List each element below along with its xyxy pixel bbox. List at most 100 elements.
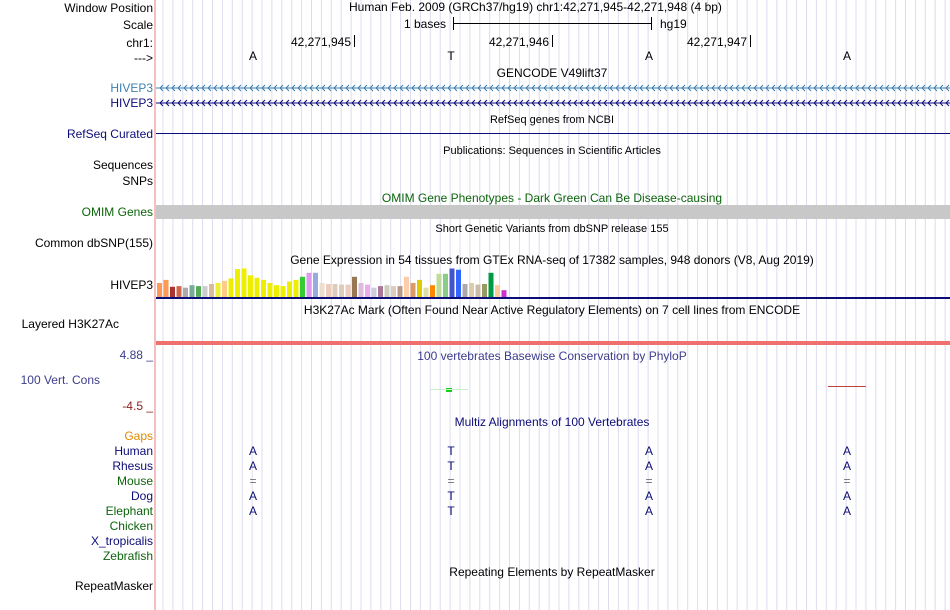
track-label-sequences[interactable]: Sequences: [92, 158, 153, 172]
species-label-elephant[interactable]: Elephant: [105, 504, 153, 518]
gtex-tissue-bar[interactable]: [170, 286, 175, 297]
track-label-common-dbsnp[interactable]: Common dbSNP(155): [34, 236, 153, 250]
gtex-tissue-bar[interactable]: [404, 276, 409, 297]
window-position-label: Window Position: [64, 1, 153, 15]
gtex-tissue-bar[interactable]: [417, 279, 422, 297]
gencode-transcript-1[interactable]: [156, 83, 950, 93]
gtex-tissue-bar[interactable]: [443, 273, 448, 298]
gtex-tissue-bar[interactable]: [397, 286, 403, 297]
gtex-tissue-bar[interactable]: [248, 275, 253, 297]
gtex-tissue-bar[interactable]: [176, 286, 182, 297]
gtex-tissue-bar[interactable]: [332, 284, 338, 297]
gtex-tissue-bar[interactable]: [313, 272, 318, 297]
gtex-tissue-bar[interactable]: [241, 268, 247, 298]
alignment-base-elephant: A: [644, 504, 654, 518]
gtex-tissue-bar[interactable]: [378, 286, 383, 297]
gtex-tissue-bar[interactable]: [371, 287, 377, 297]
gtex-tissue-bar[interactable]: [306, 272, 312, 297]
gencode-track-title: GENCODE V49lift37: [496, 66, 608, 80]
gtex-tissue-bar[interactable]: [293, 279, 299, 297]
gtex-tissue-bar[interactable]: [319, 283, 325, 297]
gtex-expression-bars[interactable]: [156, 266, 950, 300]
gtex-tissue-bar[interactable]: [365, 284, 370, 297]
alignment-base-elephant: A: [248, 504, 258, 518]
alignment-base-dog: A: [644, 489, 654, 503]
gtex-tissue-bar[interactable]: [163, 279, 169, 297]
omim-gene-bar[interactable]: [156, 205, 950, 219]
gtex-tissue-bar[interactable]: [196, 286, 201, 297]
gtex-tissue-bar[interactable]: [267, 283, 273, 297]
gtex-tissue-bar[interactable]: [488, 272, 494, 297]
gtex-tissue-bar[interactable]: [157, 283, 162, 297]
gtex-tissue-bar[interactable]: [482, 284, 487, 297]
repeatmasker-track-title: Repeating Elements by RepeatMasker: [449, 565, 655, 579]
track-label-hivep3-gencode-2[interactable]: HIVEP3: [110, 96, 153, 110]
gtex-tissue-bar[interactable]: [300, 276, 305, 297]
chr-label: chr1:: [126, 36, 153, 50]
gtex-tissue-bar[interactable]: [469, 283, 474, 297]
phylop-score-red[interactable]: [828, 386, 866, 387]
h3k27ac-signal-bar[interactable]: [156, 341, 950, 345]
strand-label: --->: [134, 51, 153, 65]
gtex-tissue-bar[interactable]: [202, 286, 208, 297]
track-label-snps[interactable]: SNPs: [122, 174, 153, 188]
species-label-chicken[interactable]: Chicken: [109, 519, 153, 533]
gtex-tissue-bar[interactable]: [391, 286, 396, 297]
gtex-tissue-bar[interactable]: [436, 273, 442, 298]
gtex-tissue-bar[interactable]: [345, 284, 351, 297]
gtex-tissue-bar[interactable]: [430, 285, 435, 297]
gencode-transcript-2[interactable]: [156, 98, 950, 108]
track-label-vert-cons[interactable]: 100 Vert. Cons: [20, 373, 100, 387]
gtex-tissue-bar[interactable]: [475, 284, 481, 297]
gtex-tissue-bar[interactable]: [384, 285, 390, 297]
track-label-hivep3-gencode[interactable]: HIVEP3: [110, 81, 153, 95]
coordinate-label-2: 42,271,946: [488, 35, 549, 49]
gtex-tissue-bar[interactable]: [222, 280, 227, 297]
alignment-base-rhesus: T: [447, 459, 455, 473]
alignment-base-dog: T: [447, 489, 455, 503]
track-label-gaps[interactable]: Gaps: [124, 429, 153, 443]
conservation-min-label: -4.5 _: [122, 399, 153, 413]
gtex-tissue-bar[interactable]: [209, 284, 214, 297]
refseq-gene-line[interactable]: [156, 133, 950, 134]
track-label-hivep3-gtex[interactable]: HIVEP3: [110, 278, 153, 292]
gtex-tissue-bar[interactable]: [456, 269, 461, 297]
gtex-tissue-bar[interactable]: [235, 269, 240, 297]
gtex-tissue-bar[interactable]: [183, 287, 188, 297]
alignment-base-mouse: =: [249, 474, 257, 488]
species-label-human[interactable]: Human: [114, 444, 153, 458]
phylop-score-baseline: [430, 389, 468, 390]
species-label-dog[interactable]: Dog: [130, 489, 153, 503]
gtex-tissue-bar[interactable]: [189, 285, 195, 297]
species-label-zebrafish[interactable]: Zebrafish: [102, 549, 153, 563]
gtex-tissue-bar[interactable]: [449, 268, 455, 298]
phylop-track-title: 100 vertebrates Basewise Conservation by…: [417, 349, 687, 363]
species-label-x-tropicalis[interactable]: X_tropicalis: [90, 534, 153, 548]
gtex-tissue-bar[interactable]: [228, 278, 234, 297]
track-label-repeatmasker[interactable]: RepeatMasker: [74, 579, 153, 593]
scale-bar: [453, 23, 652, 24]
gtex-tissue-bar[interactable]: [352, 276, 357, 297]
gtex-tissue-bar[interactable]: [501, 290, 507, 297]
gtex-tissue-bar[interactable]: [462, 284, 468, 297]
track-label-omim[interactable]: OMIM Genes: [81, 205, 153, 219]
species-label-mouse[interactable]: Mouse: [116, 474, 153, 488]
gtex-tissue-bar[interactable]: [274, 285, 279, 297]
track-label-refseq[interactable]: RefSeq Curated: [66, 127, 153, 141]
species-label-rhesus[interactable]: Rhesus: [112, 459, 153, 473]
gtex-tissue-bar[interactable]: [261, 279, 266, 297]
gtex-tissue-bar[interactable]: [287, 281, 292, 298]
gtex-tissue-bar[interactable]: [423, 287, 429, 297]
gtex-tissue-bar[interactable]: [410, 283, 416, 297]
gtex-tissue-bar[interactable]: [358, 283, 364, 297]
gtex-tissue-bar[interactable]: [254, 277, 260, 297]
gtex-tissue-bar[interactable]: [215, 283, 221, 297]
gtex-tissue-bar[interactable]: [326, 284, 331, 297]
gtex-tissue-bar[interactable]: [495, 285, 500, 297]
phylop-score-green[interactable]: [446, 388, 452, 392]
track-label-h3k27ac[interactable]: Layered H3K27Ac: [21, 317, 119, 331]
scale-text: 1 bases: [404, 17, 447, 31]
gtex-tissue-bar[interactable]: [280, 286, 286, 297]
gtex-tissue-bar[interactable]: [339, 284, 344, 297]
publications-track-title: Publications: Sequences in Scientific Ar…: [443, 145, 661, 157]
